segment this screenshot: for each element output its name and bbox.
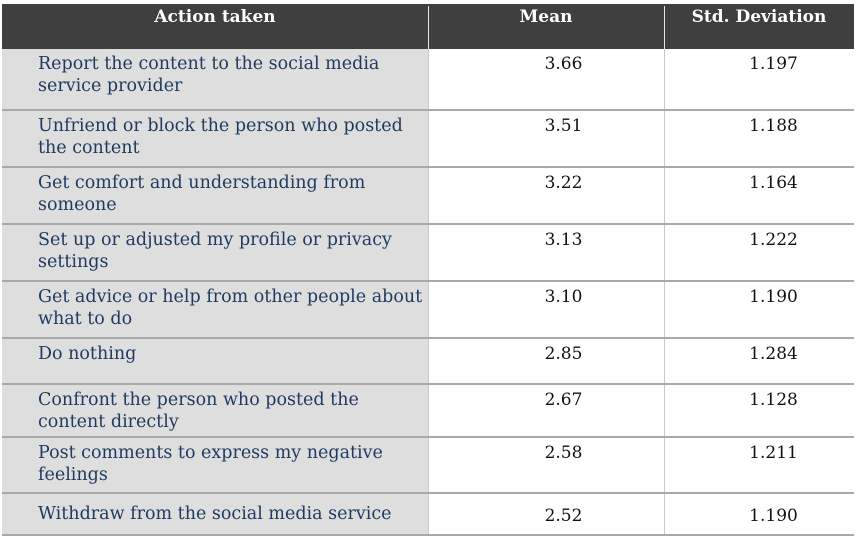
header-mean: Mean xyxy=(519,7,573,27)
row-divider xyxy=(2,492,854,494)
mean-cell: 2.85 xyxy=(544,344,583,364)
mean-cell: 2.52 xyxy=(544,506,583,526)
mean-cell: 3.10 xyxy=(544,287,583,307)
table-row: Do nothing 2.85 1.284 xyxy=(2,339,854,383)
row-divider xyxy=(2,383,854,385)
action-cell: Get comfort and understanding from someo… xyxy=(38,173,366,215)
sd-cell: 1.188 xyxy=(749,116,798,136)
action-cell: Post comments to express my negative fee… xyxy=(38,443,383,485)
row-divider xyxy=(2,337,854,339)
sd-cell: 1.190 xyxy=(749,506,798,526)
header-action: Action taken xyxy=(154,7,276,27)
action-cell: Withdraw from the social media service xyxy=(38,504,392,524)
action-cell: Get advice or help from other people abo… xyxy=(38,287,423,329)
table-row: Confront the person who posted the conte… xyxy=(2,385,854,436)
header-divider xyxy=(664,6,665,49)
action-cell: Confront the person who posted the conte… xyxy=(38,390,359,432)
action-cell: Set up or adjusted my profile or privacy… xyxy=(38,230,392,272)
row-divider xyxy=(2,534,854,536)
table-row: Get comfort and understanding from someo… xyxy=(2,168,854,223)
mean-cell: 2.58 xyxy=(544,443,583,463)
action-cell: Report the content to the social media s… xyxy=(38,54,380,96)
sd-cell: 1.197 xyxy=(749,54,798,74)
action-cell: Unfriend or block the person who posted … xyxy=(38,116,403,158)
header-divider xyxy=(428,6,429,49)
row-divider xyxy=(2,436,854,438)
mean-cell: 3.66 xyxy=(544,54,583,74)
sd-cell: 1.128 xyxy=(749,390,798,410)
table-row: Unfriend or block the person who posted … xyxy=(2,111,854,166)
row-divider xyxy=(2,223,854,225)
table-row: Post comments to express my negative fee… xyxy=(2,438,854,492)
table-row: Report the content to the social media s… xyxy=(2,49,854,110)
mean-cell: 3.13 xyxy=(544,230,583,250)
sd-cell: 1.284 xyxy=(749,344,798,364)
mean-cell: 3.51 xyxy=(544,116,583,136)
table-header: Action taken Mean Std. Deviation xyxy=(2,4,854,49)
mean-cell: 3.22 xyxy=(544,173,583,193)
mean-cell: 2.67 xyxy=(544,390,583,410)
sd-cell: 1.190 xyxy=(749,287,798,307)
table-row: Withdraw from the social media service 2… xyxy=(2,494,854,534)
table-row: Get advice or help from other people abo… xyxy=(2,282,854,337)
action-cell: Do nothing xyxy=(38,344,137,364)
sd-cell: 1.211 xyxy=(749,443,798,463)
sd-cell: 1.164 xyxy=(749,173,798,193)
sd-cell: 1.222 xyxy=(749,230,798,250)
table-row: Set up or adjusted my profile or privacy… xyxy=(2,225,854,280)
header-sd: Std. Deviation xyxy=(691,7,827,27)
row-divider xyxy=(2,280,854,282)
row-divider xyxy=(2,166,854,168)
row-divider xyxy=(2,109,854,111)
